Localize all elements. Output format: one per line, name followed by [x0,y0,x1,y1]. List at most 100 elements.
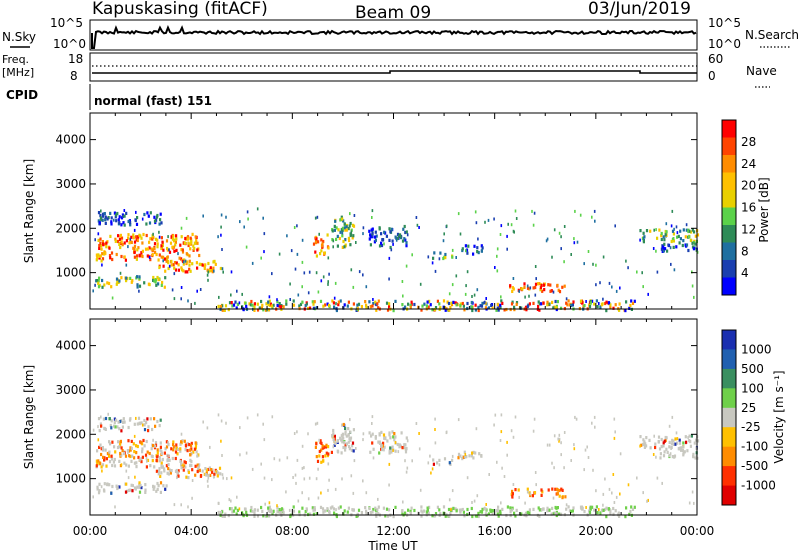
echo-cell [345,225,348,229]
echo-cell [551,300,554,304]
echo-cell [304,510,307,514]
echo-cell [256,514,260,518]
echo-cell [187,299,189,303]
echo-cell [251,261,254,265]
echo-cell [470,506,473,511]
echo-cell [355,447,357,450]
echo-cell [395,238,398,242]
echo-cell [340,215,343,219]
echo-cell [425,304,428,308]
echo-cell [539,288,542,292]
echo-cell [210,468,213,472]
echo-cell [151,427,154,432]
echo-cell [536,282,540,286]
echo-cell [673,268,676,272]
echo-cell [365,305,368,309]
echo-cell [556,492,559,496]
echo-cell [449,462,452,466]
echo-cell [330,450,333,454]
echo-cell [160,221,163,225]
echo-cell [434,308,437,312]
echo-cell [249,303,252,307]
echo-cell [344,448,347,452]
echo-cell [534,282,538,286]
echo-cell [415,216,418,219]
echo-cell [353,214,356,217]
echo-cell [593,302,596,306]
echo-cell [95,464,98,468]
echo-cell [96,487,99,491]
echo-cell [451,458,454,462]
noise-tick-left-top: 10^5 [50,16,83,30]
echo-cell [461,507,464,512]
echo-cell [434,269,437,273]
echo-cell [256,413,259,417]
echo-cell [405,436,408,440]
echo-cell [403,224,406,229]
echo-cell [127,219,130,224]
echo-cell [431,261,434,265]
echo-cell [438,257,441,261]
echo-cell [612,473,615,476]
echo-cell [119,271,122,275]
echo-cell [401,446,404,450]
echo-cell [158,222,161,226]
echo-cell [362,438,364,442]
echo-cell [405,230,408,234]
echo-cell [320,249,323,253]
echo-cell [329,506,332,510]
echo-cell [156,213,159,218]
power-data [92,207,700,313]
echo-cell [161,280,164,285]
echo-cell [314,250,317,254]
echo-cell [151,248,154,252]
echo-cell [155,469,158,473]
echo-cell [448,514,451,518]
echo-cell [267,303,270,307]
echo-cell [688,439,691,443]
echo-cell [98,221,101,225]
echo-cell [159,490,162,494]
echo-cell [278,508,281,512]
echo-cell [532,223,535,227]
echo-cell [278,252,281,256]
echo-cell [232,303,236,307]
echo-cell [428,505,431,509]
echo-cell [267,514,270,518]
echo-cell [692,455,695,459]
echo-cell [625,506,628,510]
echo-cell [268,295,271,299]
echo-cell [384,436,387,440]
echo-cell [692,452,695,456]
echo-cell [333,305,336,309]
echo-cell [138,275,141,279]
echo-cell [439,306,442,310]
echo-cell [509,510,512,514]
echo-cell [399,444,402,448]
echo-cell [495,308,498,312]
echo-cell [301,260,304,264]
echo-cell [513,305,516,309]
echo-cell [340,451,343,455]
echo-cell [525,308,528,312]
echo-cell [236,495,238,499]
echo-cell [560,247,562,251]
echo-cell [292,505,295,509]
echo-cell [352,508,355,512]
echo-cell [670,447,672,450]
echo-cell [550,512,553,516]
echo-cell [239,426,241,430]
echo-cell [374,512,378,516]
echo-cell [116,425,119,429]
echo-cell [665,436,668,440]
echo-cell [226,477,228,481]
echo-cell [551,506,554,510]
echo-cell [136,422,139,426]
echo-cell [130,280,133,284]
echo-cell [465,455,467,459]
echo-cell [670,239,673,244]
echo-cell [497,308,500,312]
echo-cell [201,263,204,267]
echo-cell [472,450,475,454]
